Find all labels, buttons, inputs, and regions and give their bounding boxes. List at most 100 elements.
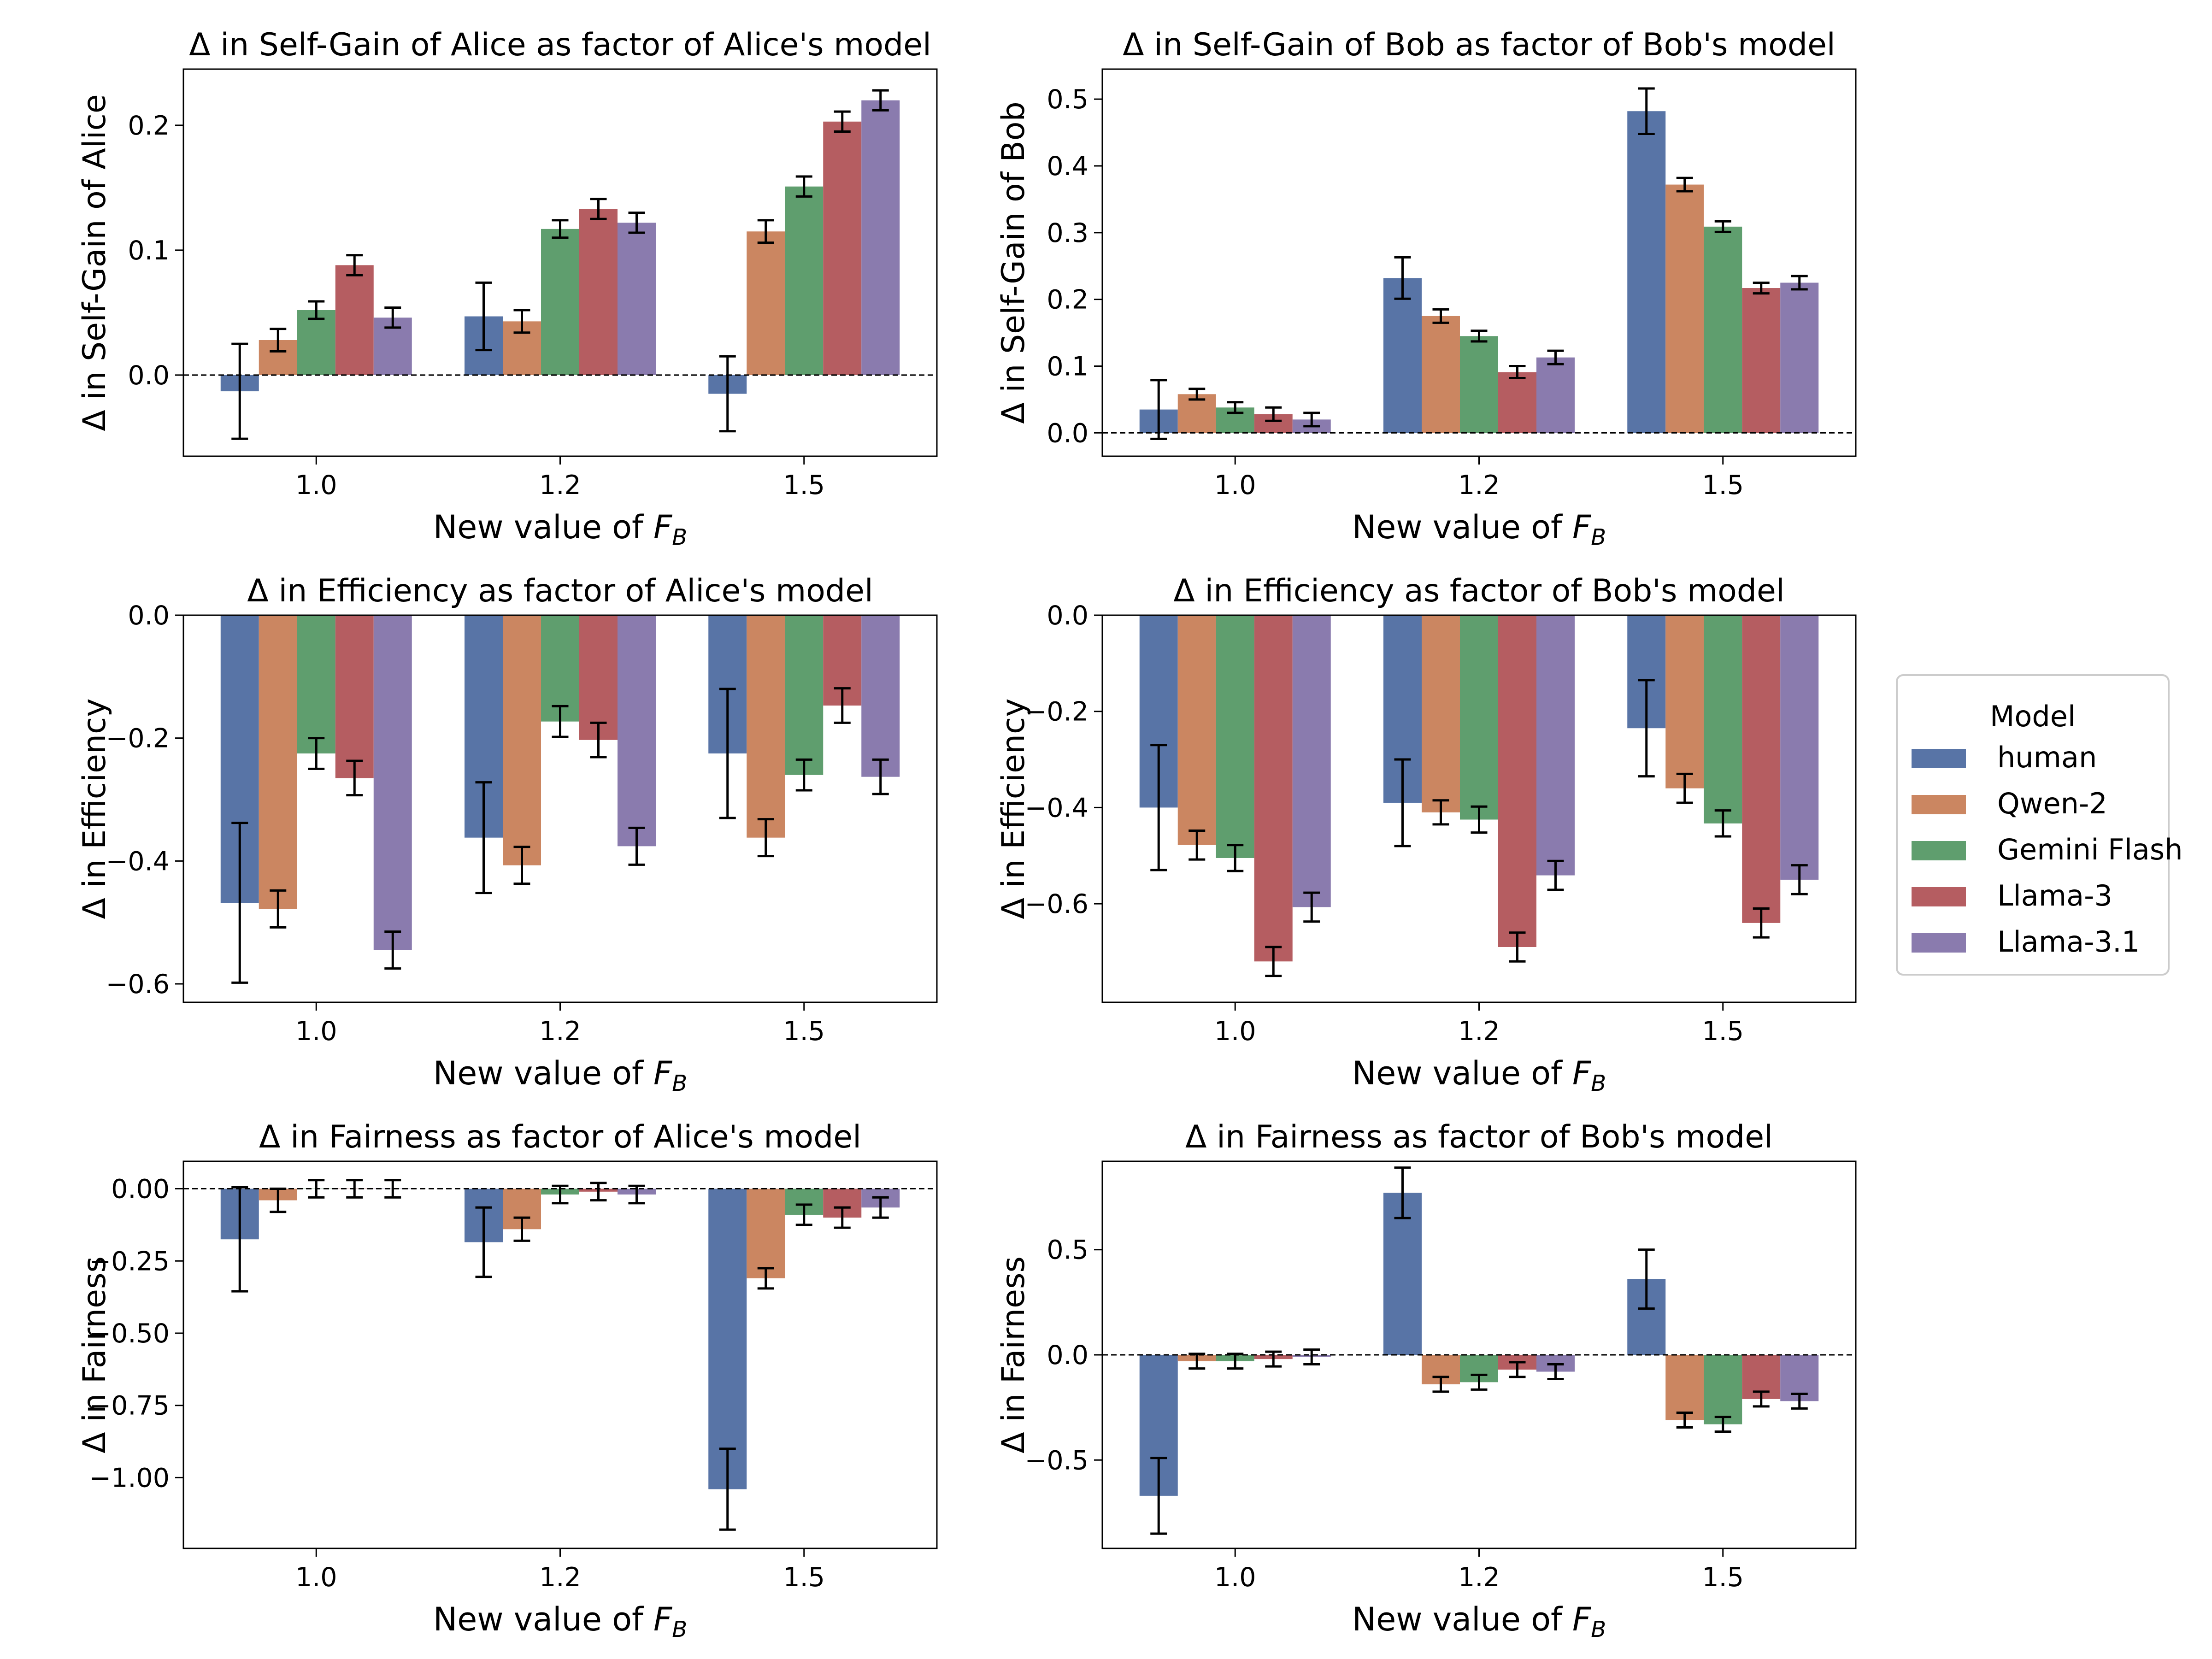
bar-human-1.2 bbox=[1383, 1193, 1422, 1355]
legend-label: Llama-3.1 bbox=[1997, 925, 2140, 959]
bar-llama-3-1.0 bbox=[335, 615, 374, 778]
bar-gemini-flash-1.5 bbox=[785, 186, 824, 375]
bar-qwen-2-1.0 bbox=[1177, 615, 1216, 845]
legend-swatch bbox=[1912, 795, 1966, 814]
error-bar bbox=[1547, 859, 1564, 891]
legend-label: human bbox=[1997, 741, 2097, 774]
error-bar bbox=[1509, 931, 1526, 963]
error-bar bbox=[757, 1267, 774, 1290]
error-bar bbox=[1188, 388, 1206, 401]
bar-qwen-2-1.2 bbox=[503, 615, 541, 865]
bar-llama-3-1.5 bbox=[823, 121, 862, 375]
chart-title: Δ in Fairness as factor of Alice's model bbox=[259, 1119, 861, 1155]
error-bar bbox=[1227, 1353, 1244, 1370]
error-bar bbox=[757, 818, 774, 858]
x-tick-label: 1.0 bbox=[1214, 1562, 1256, 1593]
x-tick-label: 1.0 bbox=[1214, 470, 1256, 500]
bar-llama-3-1-1.2 bbox=[1536, 615, 1575, 876]
bar-llama-3-1-1.2 bbox=[1536, 357, 1575, 433]
bar-gemini-flash-1.5 bbox=[785, 615, 824, 775]
error-bar bbox=[475, 781, 492, 894]
bar-llama-3-1.0 bbox=[335, 265, 374, 375]
x-axis-label-symbol: F bbox=[653, 1600, 673, 1638]
y-tick-label: 0.0 bbox=[128, 600, 170, 631]
error-bar bbox=[1188, 829, 1206, 861]
error-bar bbox=[1303, 1348, 1320, 1366]
error-bar bbox=[1471, 329, 1488, 343]
x-tick-label: 1.0 bbox=[295, 1562, 337, 1593]
x-tick-label: 1.2 bbox=[1458, 1562, 1500, 1593]
bar-llama-3-1-1.5 bbox=[1780, 615, 1819, 880]
bar-llama-3-1-1.0 bbox=[1292, 615, 1331, 907]
error-bar bbox=[1753, 907, 1770, 939]
error-bar bbox=[513, 846, 530, 885]
error-bar bbox=[795, 175, 812, 198]
bar-llama-3-1.2 bbox=[579, 615, 618, 740]
y-axis-label: Δ in Self-Gain of Bob bbox=[995, 101, 1032, 424]
x-axis-label: New value of FB bbox=[433, 1600, 687, 1642]
error-bar bbox=[1791, 1392, 1808, 1410]
x-axis-label-prefix: New value of bbox=[1352, 508, 1572, 546]
x-tick-label: 1.2 bbox=[539, 470, 581, 500]
axes-frame bbox=[182, 1160, 938, 1549]
x-axis-label: New value of FB bbox=[1352, 508, 1606, 550]
plot-area bbox=[183, 1179, 937, 1531]
bar-llama-3-1-1.5 bbox=[861, 615, 900, 777]
error-bar bbox=[1394, 1166, 1411, 1219]
x-axis-label-prefix: New value of bbox=[433, 1054, 653, 1092]
bar-qwen-2-1.2 bbox=[1422, 615, 1460, 812]
error-bar bbox=[872, 89, 889, 112]
legend: Model human Qwen-2 Gemini Flash Llama-3 Llam… bbox=[1896, 674, 2183, 976]
legend-swatch bbox=[1912, 887, 1966, 906]
chart-title: Δ in Self-Gain of Bob as factor of Bob's… bbox=[1123, 27, 1835, 63]
error-bar bbox=[628, 212, 645, 234]
legend-label: Qwen-2 bbox=[1997, 787, 2107, 820]
y-tick-label: −0.2 bbox=[106, 724, 170, 754]
bar-gemini-flash-1.2 bbox=[541, 615, 579, 722]
y-tick-label: −0.50 bbox=[89, 1318, 170, 1349]
bar-qwen-2-1.5 bbox=[747, 231, 785, 375]
error-bar bbox=[308, 737, 325, 770]
error-bar bbox=[384, 1179, 401, 1199]
x-axis-label-prefix: New value of bbox=[1352, 1600, 1572, 1638]
x-tick-label: 1.2 bbox=[1458, 470, 1500, 500]
chart-title: Δ in Efficiency as factor of Bob's model bbox=[1173, 573, 1785, 609]
bar-llama-3-1.0 bbox=[1254, 615, 1293, 962]
error-bar bbox=[590, 1182, 607, 1202]
error-bar bbox=[1150, 379, 1167, 440]
legend-item-gemini-flash: Gemini Flash bbox=[1912, 833, 2183, 866]
chart-panel-6: Δ in Fairness as factor of Bob's model 0.… bbox=[995, 1119, 1857, 1642]
error-bar bbox=[1227, 401, 1244, 414]
bar-qwen-2-1.5 bbox=[1665, 1355, 1704, 1420]
error-bar bbox=[590, 198, 607, 220]
legend-swatch bbox=[1912, 841, 1966, 860]
error-bar bbox=[719, 1447, 736, 1531]
error-bar bbox=[590, 721, 607, 759]
bar-gemini-flash-1.0 bbox=[297, 615, 335, 753]
bar-gemini-flash-1.5 bbox=[1704, 1355, 1742, 1424]
y-tick-label: −0.25 bbox=[89, 1246, 170, 1277]
y-tick-label: −0.5 bbox=[1025, 1445, 1088, 1476]
x-tick-label: 1.0 bbox=[295, 1016, 337, 1047]
error-bar bbox=[1432, 308, 1449, 324]
bar-llama-3-1.2 bbox=[1498, 372, 1536, 433]
error-bar bbox=[1471, 805, 1488, 834]
x-axis-label-symbol: F bbox=[1572, 508, 1592, 546]
x-axis-label-subscript: B bbox=[1591, 524, 1606, 550]
bar-llama-3-1-1.5 bbox=[1780, 282, 1819, 433]
legend-title: Model bbox=[1990, 700, 2076, 733]
y-tick-label: 0.5 bbox=[1047, 1235, 1088, 1265]
legend-label: Llama-3 bbox=[1997, 879, 2112, 912]
bar-gemini-flash-1.5 bbox=[1704, 226, 1742, 433]
error-bar bbox=[231, 342, 248, 440]
error-bar bbox=[1150, 1457, 1167, 1535]
axes-frame bbox=[1101, 614, 1857, 1003]
error-bar bbox=[1394, 256, 1411, 300]
error-bar bbox=[834, 1206, 851, 1229]
y-tick-label: 0.3 bbox=[1047, 218, 1088, 248]
error-bar bbox=[1714, 809, 1731, 838]
error-bar bbox=[872, 758, 889, 795]
x-tick-label: 1.5 bbox=[783, 1562, 825, 1593]
